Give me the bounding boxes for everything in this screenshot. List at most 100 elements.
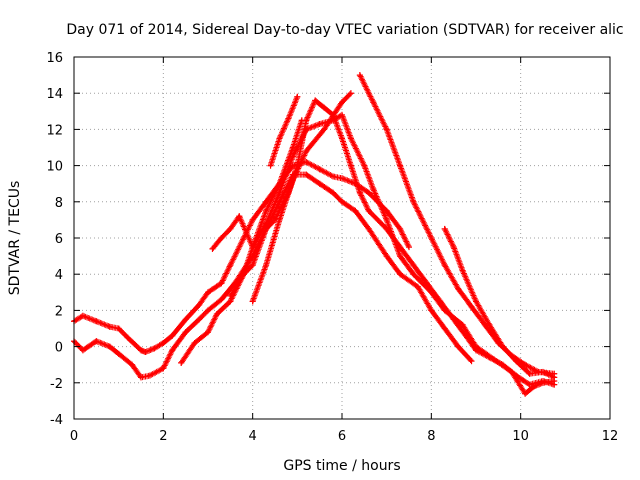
data-point (406, 244, 412, 251)
data-point (486, 321, 493, 328)
data-point (169, 332, 176, 339)
data-point (289, 177, 296, 184)
data-point (276, 180, 283, 187)
data-point (513, 372, 520, 379)
data-point (455, 285, 462, 292)
data-point (339, 111, 345, 118)
data-point (551, 374, 558, 381)
data-point (397, 225, 404, 232)
data-point (316, 120, 323, 127)
data-point (339, 99, 345, 106)
data-point (298, 117, 305, 124)
data-point (423, 280, 430, 287)
data-point (263, 207, 270, 214)
data-point (303, 148, 310, 155)
x-axis-label: GPS time / hours (283, 458, 400, 474)
data-point (249, 298, 256, 305)
data-point (267, 162, 274, 169)
data-point (115, 325, 122, 332)
data-point (540, 377, 546, 384)
data-point (240, 271, 247, 278)
data-point (383, 216, 390, 223)
data-point (93, 318, 100, 325)
data-point (227, 262, 234, 269)
data-point (441, 262, 448, 269)
x-tick-label: 12 (602, 429, 619, 444)
axis-ticks: 0 2 4 6 8 10 12 -4 -2 0 2 4 6 8 10 12 14 16 (46, 51, 618, 444)
data-point (151, 345, 158, 352)
y-tick-label: 6 (55, 232, 63, 247)
data-point (522, 390, 529, 397)
data-point (303, 158, 310, 165)
data-point (513, 358, 520, 365)
data-point (365, 189, 372, 196)
data-point (540, 368, 546, 375)
data-point (499, 343, 506, 350)
data-point (330, 189, 337, 196)
data-point (294, 93, 301, 100)
data-point (473, 347, 479, 354)
y-tick-label: 4 (55, 268, 63, 283)
data-point (160, 365, 167, 372)
data-point (209, 245, 216, 252)
data-point (437, 298, 444, 305)
data-point (218, 280, 225, 287)
x-tick-label: 4 (249, 429, 257, 444)
data-point (365, 207, 372, 214)
series-trace-i (441, 225, 558, 381)
data-point (182, 329, 189, 336)
data-point (347, 90, 354, 97)
data-point (263, 262, 270, 269)
data-point (347, 162, 354, 169)
data-point (450, 316, 457, 323)
series-trace-e (178, 117, 305, 366)
data-point (169, 347, 176, 354)
y-tick-label: 12 (46, 123, 63, 138)
data-point (410, 262, 417, 269)
series-trace-g (249, 90, 354, 305)
y-tick-label: 8 (55, 196, 63, 211)
data-point (312, 97, 319, 104)
x-tick-label: 10 (512, 429, 529, 444)
data-point (227, 298, 234, 305)
data-point (79, 347, 86, 354)
data-point (321, 104, 328, 111)
data-point (499, 361, 506, 368)
data-point (303, 171, 310, 178)
data-point (196, 316, 203, 323)
data-point (397, 162, 404, 169)
data-point (321, 126, 328, 133)
data-point (468, 303, 475, 310)
x-tick-label: 6 (338, 429, 346, 444)
data-point (450, 244, 457, 251)
data-point (397, 271, 404, 278)
data-point (370, 99, 377, 106)
y-tick-label: 0 (55, 341, 63, 356)
data-point (142, 349, 149, 356)
data-point (124, 334, 131, 341)
data-point (191, 339, 198, 346)
data-point (218, 235, 225, 241)
data-point (249, 244, 256, 251)
data-point (383, 126, 390, 133)
data-point (79, 312, 86, 319)
data-point (459, 267, 466, 274)
data-point (352, 207, 359, 214)
data-point (249, 216, 256, 223)
data-point (428, 235, 435, 241)
data-point (410, 271, 417, 278)
data-point (370, 186, 377, 193)
data-point (289, 144, 296, 151)
data-point (213, 311, 220, 318)
data-point (455, 343, 462, 350)
data-point (138, 374, 144, 381)
data-point (397, 244, 404, 251)
y-tick-label: 10 (46, 160, 63, 175)
x-tick-label: 8 (427, 429, 435, 444)
data-point (285, 115, 292, 122)
chart-title: Day 071 of 2014, Sidereal Day-to-day VTE… (66, 22, 623, 38)
data-point (526, 381, 533, 388)
data-point (205, 307, 211, 314)
y-tick-label: -2 (50, 377, 63, 392)
